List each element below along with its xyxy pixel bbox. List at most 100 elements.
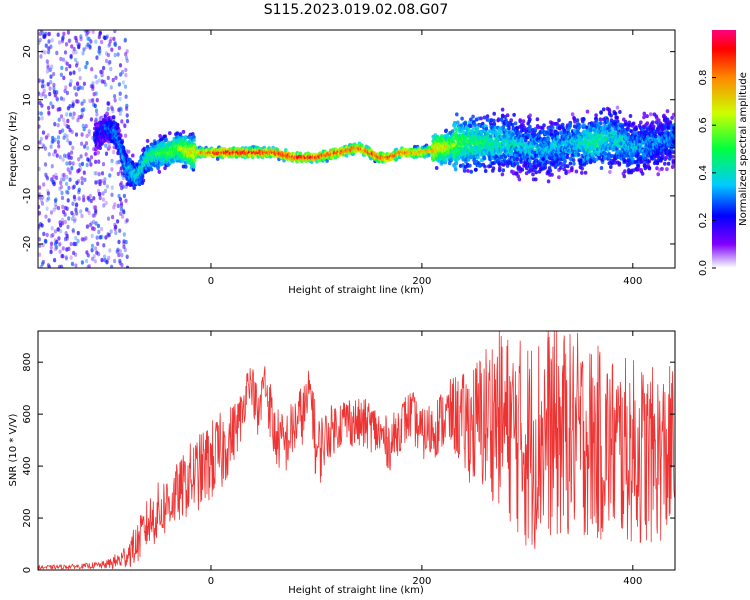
spectral-point — [120, 119, 124, 124]
spectral-point — [118, 91, 122, 96]
spectral-point — [101, 197, 106, 202]
spectral-point — [63, 205, 68, 211]
spectral-point — [491, 166, 496, 171]
spectral-point — [94, 221, 98, 226]
spectral-point — [49, 241, 54, 246]
spectral-point — [528, 113, 532, 118]
spectral-point — [117, 107, 121, 113]
spectral-point — [468, 163, 472, 168]
spectral-point — [106, 233, 111, 238]
spectral-point — [97, 172, 101, 177]
spectral-point — [111, 214, 115, 220]
spectral-point — [44, 239, 48, 244]
spectral-point — [42, 231, 46, 237]
spectral-point — [54, 175, 59, 181]
spectral-point — [106, 52, 110, 58]
spectral-point — [557, 118, 561, 123]
spectral-point — [93, 103, 97, 109]
spectral-point — [47, 49, 51, 55]
spectral-point — [51, 139, 55, 144]
spectral-point — [47, 105, 51, 111]
spectral-point — [100, 257, 104, 263]
spectral-point — [41, 130, 46, 135]
spectral-point — [528, 117, 532, 122]
spectral-point — [72, 250, 76, 256]
spectral-point — [38, 166, 41, 172]
spectral-point — [41, 31, 45, 36]
spectral-point — [47, 31, 51, 37]
spectral-point — [113, 30, 117, 34]
spectral-point — [110, 264, 114, 268]
spectral-point — [49, 210, 54, 215]
spectral-point — [74, 35, 78, 41]
spectral-point — [67, 161, 72, 166]
spectral-point — [158, 134, 162, 138]
spectral-point — [115, 249, 119, 255]
spectral-point — [120, 214, 125, 219]
spectral-point — [160, 161, 165, 166]
spectral-point — [66, 118, 70, 124]
spectral-point — [117, 252, 121, 258]
spectral-point — [65, 112, 69, 117]
spectral-point — [548, 168, 553, 173]
spectral-point — [95, 80, 99, 85]
spectral-point — [38, 210, 42, 216]
spectral-point — [84, 124, 88, 129]
spectral-point — [83, 144, 87, 149]
spectral-point — [555, 131, 560, 136]
spectral-point — [483, 164, 487, 169]
spectral-point — [48, 67, 53, 73]
spectral-point — [77, 196, 81, 201]
spectral-point — [119, 106, 123, 111]
spectral-point — [58, 186, 62, 192]
spectral-point — [575, 118, 580, 123]
spectral-point — [75, 99, 79, 104]
spectral-point — [87, 129, 91, 134]
spectral-point — [119, 107, 123, 112]
spectral-point — [184, 135, 188, 140]
spectral-point — [455, 112, 459, 117]
spectral-point — [55, 153, 59, 158]
spectral-point — [93, 151, 98, 156]
spectral-point — [582, 117, 586, 122]
spectral-point — [55, 50, 59, 56]
spectral-point — [120, 172, 124, 178]
spectral-point — [40, 103, 44, 108]
spectral-point — [119, 207, 123, 212]
spectral-point — [43, 162, 48, 167]
spectral-point — [65, 124, 69, 129]
spectral-point — [117, 106, 122, 112]
spectral-point — [116, 219, 120, 224]
spectral-point — [47, 152, 51, 157]
spectral-point — [113, 202, 117, 207]
spectral-point — [49, 74, 53, 79]
spectral-point — [59, 177, 64, 182]
spectral-point — [469, 169, 474, 174]
spectral-point — [113, 258, 117, 264]
spectral-point — [103, 117, 107, 122]
spectral-point — [90, 67, 94, 72]
spectral-point — [104, 51, 109, 56]
spectral-point — [110, 158, 114, 164]
spectral-point — [97, 34, 101, 40]
spectral-point — [102, 243, 106, 248]
spectral-point — [52, 174, 56, 179]
spectral-point — [94, 108, 99, 113]
spectral-point — [41, 143, 45, 148]
spectral-point — [61, 128, 65, 133]
spectral-point — [57, 144, 61, 149]
spectral-point — [131, 153, 135, 158]
spectral-point — [71, 212, 75, 218]
spectral-point — [47, 110, 51, 115]
spectral-point — [113, 222, 117, 227]
spectral-point — [71, 115, 75, 120]
spectral-point — [517, 177, 522, 182]
spectral-point — [77, 67, 81, 72]
spectral-point — [88, 222, 92, 228]
spectral-point — [66, 224, 70, 230]
spectral-point — [103, 35, 107, 41]
spectral-point — [92, 254, 96, 259]
spectral-point — [62, 172, 66, 178]
spectral-point — [110, 47, 114, 52]
